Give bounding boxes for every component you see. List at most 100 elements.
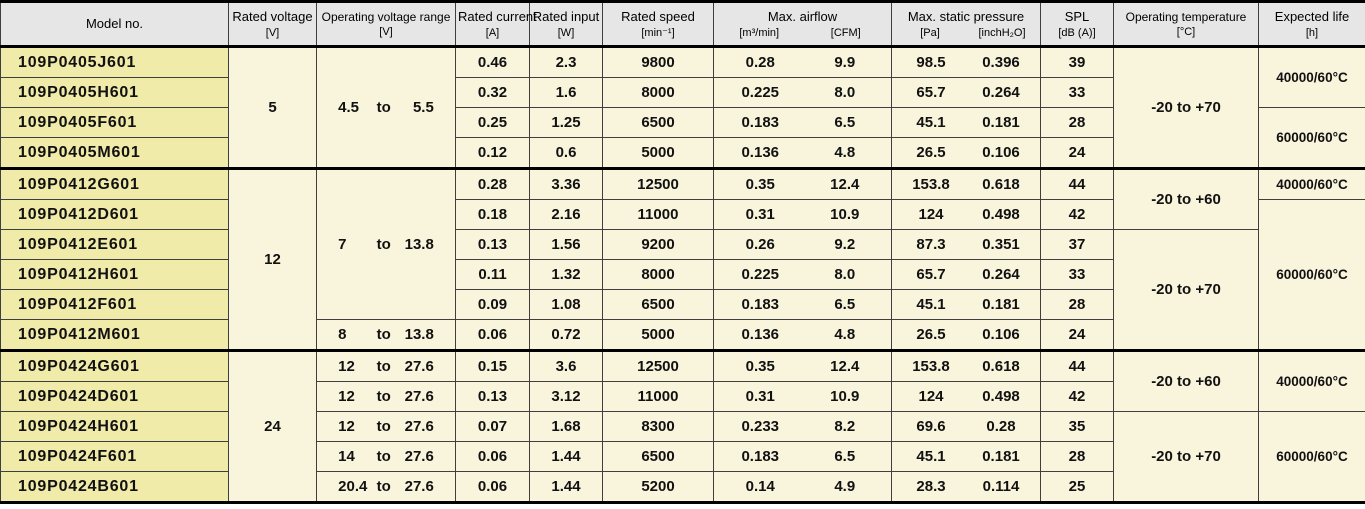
operating-temperature-cell: -20 to +70 <box>1113 229 1259 351</box>
col-unit: [min⁻¹] <box>641 27 675 40</box>
rated-current-cell: 0.28 <box>455 167 530 200</box>
col-label: Operating temperature <box>1125 10 1247 24</box>
spec-row: 109P0424G601 24 12 to 27.6 0.15 3.6 12500 0.35 12… <box>0 349 1365 503</box>
col-unit-cfm: [CFM] <box>830 26 861 39</box>
pressure-pa-value: 98.5 <box>916 54 946 71</box>
col-unit: [V] <box>265 26 280 39</box>
spl-cell: 28 <box>1040 289 1114 320</box>
static-pressure-values: 124 0.498 <box>896 388 1036 405</box>
pressure-pa-value: 45.1 <box>916 114 946 131</box>
airflow-cfm-value: 4.9 <box>834 478 856 495</box>
header-row: Model no. Rated voltage [V] Operating vo… <box>0 1 1365 48</box>
model-cell: 109P0424F601 <box>0 441 229 472</box>
voltage-range-min: 20.4 <box>338 478 368 495</box>
expected-life-cell: 40000/60°C <box>1258 167 1365 200</box>
model-cell: 109P0424D601 <box>0 381 229 412</box>
voltage-range-min: 8 <box>338 326 347 343</box>
rated-current-cell: 0.13 <box>455 229 530 260</box>
spec-row: 109P0412G601 12 7 to 13.8 0.28 3.36 12500 0.35 12… <box>0 167 1365 351</box>
voltage-range-max: 13.8 <box>404 326 434 343</box>
voltage-range: 12 to 27.6 <box>321 358 451 375</box>
static-pressure-values: 65.7 0.264 <box>896 266 1036 283</box>
voltage-range-max: 5.5 <box>412 99 434 116</box>
static-pressure-values: 65.7 0.264 <box>896 84 1036 101</box>
max-airflow-cell: 0.31 10.9 <box>713 199 892 230</box>
col-unit: [V] <box>379 26 393 38</box>
max-static-pressure-cell: 153.8 0.618 <box>891 167 1041 200</box>
pressure-inchh2o-value: 0.498 <box>982 206 1020 223</box>
max-airflow-values: 0.183 6.5 <box>718 296 887 313</box>
model-cell: 109P0405J601 <box>0 45 229 78</box>
max-airflow-cell: 0.233 8.2 <box>713 411 892 442</box>
max-airflow-cell: 0.225 8.0 <box>713 77 892 108</box>
pressure-inchh2o-value: 0.396 <box>982 54 1020 71</box>
voltage-range-to: to <box>376 358 391 375</box>
spl-cell: 28 <box>1040 107 1114 138</box>
rated-voltage-cell: 12 <box>228 167 317 351</box>
max-airflow-values: 0.136 4.8 <box>718 326 887 343</box>
operating-temperature-cell: -20 to +70 <box>1113 45 1259 169</box>
pressure-inchh2o-value: 0.264 <box>982 266 1020 283</box>
max-airflow-cell: 0.183 6.5 <box>713 441 892 472</box>
rated-speed-cell: 11000 <box>602 199 714 230</box>
airflow-cfm-value: 12.4 <box>830 176 860 193</box>
col-label: Model no. <box>85 15 144 31</box>
pressure-pa-value: 28.3 <box>916 478 946 495</box>
static-pressure-values: 26.5 0.106 <box>896 144 1036 161</box>
rated-current-cell: 0.07 <box>455 411 530 442</box>
rated-input-cell: 1.32 <box>529 259 603 290</box>
pressure-pa-value: 69.6 <box>916 418 946 435</box>
airflow-cfm-value: 10.9 <box>830 206 860 223</box>
max-airflow-values: 0.233 8.2 <box>718 418 887 435</box>
voltage-range: 4.5 to 5.5 <box>321 99 451 116</box>
pressure-inchh2o-value: 0.264 <box>982 84 1020 101</box>
model-cell: 109P0405F601 <box>0 107 229 138</box>
max-static-pressure-cell: 65.7 0.264 <box>891 259 1041 290</box>
max-airflow-values: 0.225 8.0 <box>718 266 887 283</box>
spl-cell: 33 <box>1040 77 1114 108</box>
max-airflow-values: 0.183 6.5 <box>718 114 887 131</box>
rated-input-cell: 3.36 <box>529 167 603 200</box>
col-header-rated-speed: Rated speed [min⁻¹] <box>602 1 714 48</box>
voltage-range-min: 12 <box>338 418 355 435</box>
expected-life-cell: 40000/60°C <box>1258 349 1365 412</box>
max-static-pressure-cell: 65.7 0.264 <box>891 77 1041 108</box>
voltage-range-to: to <box>376 236 391 253</box>
pressure-inchh2o-value: 0.106 <box>982 144 1020 161</box>
max-static-pressure-cell: 98.5 0.396 <box>891 45 1041 78</box>
airflow-m3min-value: 0.35 <box>745 358 775 375</box>
static-pressure-values: 45.1 0.181 <box>896 114 1036 131</box>
static-pressure-values: 153.8 0.618 <box>896 176 1036 193</box>
max-airflow-values: 0.35 12.4 <box>718 176 887 193</box>
rated-current-cell: 0.12 <box>455 137 530 169</box>
rated-speed-cell: 9200 <box>602 229 714 260</box>
spec-row: 109P0412M601 8 to 13.8 0.06 0.72 5000 0.136 4.8 2… <box>0 319 1365 351</box>
rated-speed-cell: 12500 <box>602 349 714 382</box>
airflow-cfm-value: 9.2 <box>834 236 856 253</box>
pressure-pa-value: 26.5 <box>916 326 946 343</box>
rated-current-cell: 0.18 <box>455 199 530 230</box>
col-label: Operating voltage range <box>321 10 451 24</box>
voltage-range-to: to <box>376 388 391 405</box>
max-static-pressure-cell: 45.1 0.181 <box>891 289 1041 320</box>
col-unit: [W] <box>557 26 575 39</box>
pressure-pa-value: 153.8 <box>912 358 950 375</box>
voltage-range-min: 12 <box>338 388 355 405</box>
spl-cell: 24 <box>1040 137 1114 169</box>
airflow-cfm-value: 4.8 <box>834 144 856 161</box>
rated-input-cell: 1.44 <box>529 441 603 472</box>
rated-speed-cell: 6500 <box>602 107 714 138</box>
col-label: Rated speed <box>621 8 695 24</box>
static-pressure-values: 45.1 0.181 <box>896 296 1036 313</box>
voltage-range-max: 27.6 <box>404 358 434 375</box>
pressure-pa-value: 26.5 <box>916 144 946 161</box>
expected-life-cell: 60000/60°C <box>1258 199 1365 351</box>
rated-speed-cell: 5000 <box>602 137 714 169</box>
airflow-cfm-value: 4.8 <box>834 326 856 343</box>
rated-speed-cell: 11000 <box>602 381 714 412</box>
rated-current-cell: 0.25 <box>455 107 530 138</box>
rated-input-cell: 3.12 <box>529 381 603 412</box>
spl-cell: 37 <box>1040 229 1114 260</box>
static-pressure-values: 153.8 0.618 <box>896 358 1036 375</box>
max-airflow-values: 0.26 9.2 <box>718 236 887 253</box>
